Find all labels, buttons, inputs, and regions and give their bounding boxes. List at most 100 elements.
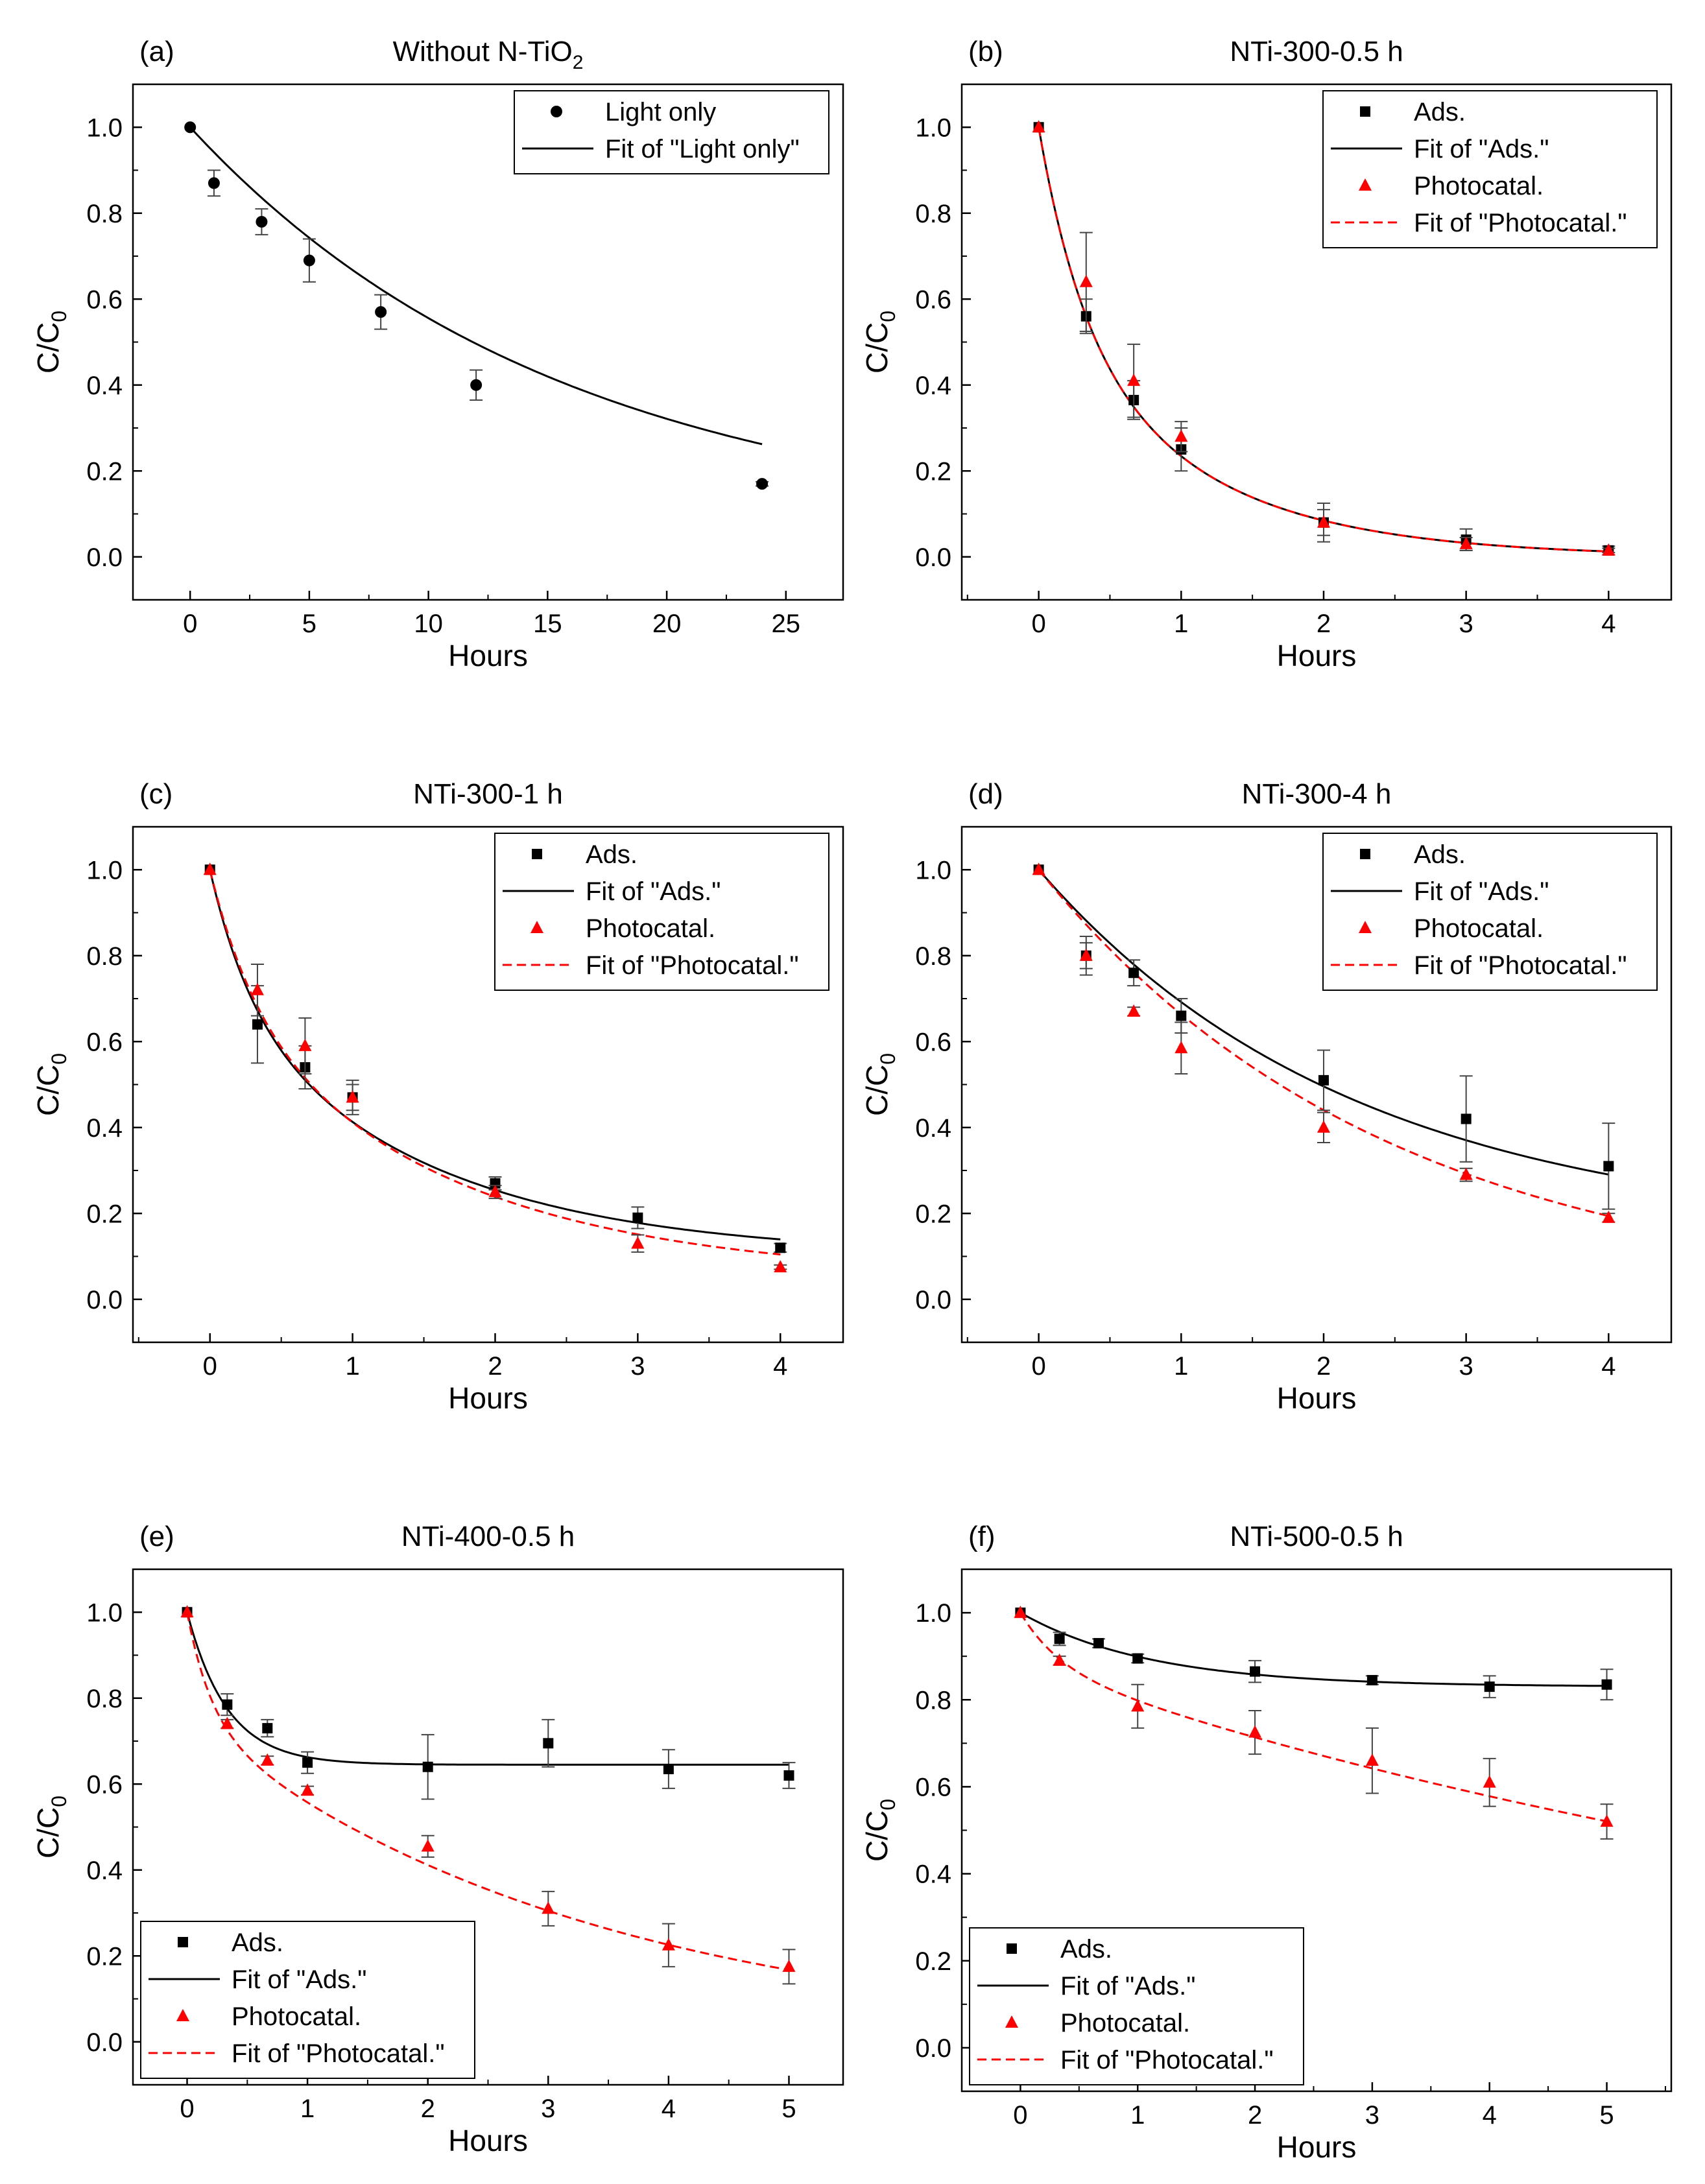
panel-label: (a) xyxy=(139,36,174,67)
fit-line xyxy=(189,126,763,445)
data-point xyxy=(1603,1161,1614,1172)
legend: Ads. Fit of "Ads." Photocatal. Fit of "Phot… xyxy=(969,1927,1304,2085)
y-axis-label: C/C0 xyxy=(31,1796,71,1858)
x-tick-label: 2 xyxy=(1317,610,1331,638)
series-layer xyxy=(1032,862,1616,1223)
legend-label: Photocatal. xyxy=(1414,172,1544,200)
data-point xyxy=(1127,374,1141,386)
x-axis-label: Hours xyxy=(1277,639,1357,672)
x-tick-label: 2 xyxy=(421,2095,435,2123)
legend-label: Fit of "Photocatal." xyxy=(1414,951,1627,980)
x-tick-label: 2 xyxy=(1248,2101,1262,2130)
data-point xyxy=(421,1839,435,1852)
data-point xyxy=(1365,1753,1379,1766)
x-tick-label: 5 xyxy=(1599,2101,1614,2130)
y-tick-label: 1.0 xyxy=(915,1599,951,1628)
x-tick-label: 0 xyxy=(1032,610,1046,638)
data-point xyxy=(1032,120,1045,133)
legend: Light only Fit of "Light only" xyxy=(514,90,829,174)
panel-label: (f) xyxy=(968,1521,996,1552)
x-tick-label: 0 xyxy=(183,610,197,638)
data-point xyxy=(1131,1699,1145,1712)
data-point xyxy=(1176,1010,1187,1021)
y-tick-label: 0.8 xyxy=(86,1685,123,1713)
legend-label: Photocatal. xyxy=(232,2002,361,2031)
legend-marker xyxy=(1005,2015,1018,2028)
x-tick-label: 5 xyxy=(781,2095,796,2123)
data-point xyxy=(346,1090,359,1103)
data-point xyxy=(221,1716,234,1729)
data-point xyxy=(375,306,387,318)
legend-marker xyxy=(1360,849,1370,859)
legend-box xyxy=(514,90,829,174)
data-point xyxy=(1317,1120,1330,1133)
legend: Ads. Fit of "Ads." Photocatal. Fit of "Phot… xyxy=(1322,833,1658,991)
legend-marker xyxy=(176,2009,189,2021)
data-point xyxy=(1014,1606,1027,1619)
legend-label: Ads. xyxy=(1414,840,1466,869)
data-point xyxy=(662,1938,675,1951)
x-axis-label: Hours xyxy=(1277,1381,1357,1415)
data-point xyxy=(180,1605,194,1618)
y-tick-label: 0.4 xyxy=(86,1114,123,1143)
legend-label: Fit of "Photocatal." xyxy=(586,951,799,980)
data-point xyxy=(631,1236,645,1249)
x-tick-label: 1 xyxy=(1174,610,1188,638)
chart-title: NTi-400-0.5 h xyxy=(401,1521,575,1552)
chart-panel-d: 0.0 0.2 0.4 0.6 0.8 1.0 0 1 2 3 4 Hours C/C0 (d) NTi-3… xyxy=(860,778,1673,1415)
data-point xyxy=(488,1185,502,1198)
y-tick-label: 0.6 xyxy=(915,1028,951,1056)
y-tick-label: 0.2 xyxy=(915,457,951,486)
y-tick-label: 0.4 xyxy=(915,1114,951,1143)
legend: Ads. Fit of "Ads." Photocatal. Fit of "Phot… xyxy=(140,1921,475,2079)
legend-label: Fit of "Ads." xyxy=(1060,1972,1195,2000)
panel-label: (b) xyxy=(968,36,1003,67)
y-tick-label: 0.8 xyxy=(915,1686,951,1715)
data-point xyxy=(1079,274,1093,287)
panel-label: (c) xyxy=(139,778,173,810)
x-axis-label: Hours xyxy=(448,2124,528,2157)
y-tick-label: 0.6 xyxy=(86,285,123,314)
y-tick-label: 0.8 xyxy=(86,200,123,228)
y-tick-label: 0.8 xyxy=(86,942,123,971)
y-tick-label: 0.0 xyxy=(86,2028,123,2057)
data-point xyxy=(1461,1113,1472,1124)
y-tick-label: 0.8 xyxy=(915,200,951,228)
data-point xyxy=(1317,515,1330,528)
data-point xyxy=(782,1959,796,1972)
x-tick-label: 2 xyxy=(1317,1352,1331,1381)
y-tick-label: 0.2 xyxy=(86,457,123,486)
x-tick-label: 4 xyxy=(1601,610,1616,638)
data-point xyxy=(774,1260,787,1273)
data-point xyxy=(542,1901,555,1914)
legend-label: Photocatal. xyxy=(586,914,715,943)
y-axis-label: C/C0 xyxy=(31,1053,71,1116)
legend-label: Fit of "Photocatal." xyxy=(1414,209,1627,237)
legend-label: Ads. xyxy=(232,1929,283,1957)
data-point xyxy=(1250,1666,1261,1677)
series-layer xyxy=(203,862,787,1273)
chart-panel-f: 0.0 0.2 0.4 0.6 0.8 1.0 0 1 2 3 4 5 Hours C/C0 (f) NTi-… xyxy=(860,1521,1673,2164)
legend-marker xyxy=(532,849,542,859)
legend-label: Light only xyxy=(605,98,716,126)
data-point xyxy=(422,1761,433,1772)
y-tick-label: 0.6 xyxy=(915,285,951,314)
chart-panel-b: 0.0 0.2 0.4 0.6 0.8 1.0 0 1 2 3 4 Hours C/C0 (b) NTi-3… xyxy=(860,36,1673,672)
x-tick-label: 0 xyxy=(203,1352,217,1381)
x-tick-label: 10 xyxy=(414,610,443,638)
legend: Ads. Fit of "Ads." Photocatal. Fit of "Phot… xyxy=(494,833,829,991)
y-tick-label: 0.2 xyxy=(86,1942,123,1971)
x-tick-label: 3 xyxy=(630,1352,645,1381)
x-tick-label: 25 xyxy=(772,610,801,638)
x-tick-label: 1 xyxy=(1130,2101,1145,2130)
y-axis-label: C/C0 xyxy=(860,1053,900,1116)
data-point xyxy=(1483,1775,1496,1788)
data-point xyxy=(1053,1653,1066,1666)
data-point xyxy=(1248,1725,1262,1738)
fit-line xyxy=(186,1612,789,1971)
x-tick-label: 3 xyxy=(541,2095,555,2123)
y-tick-label: 0.8 xyxy=(915,942,951,971)
data-point xyxy=(1366,1675,1377,1686)
x-tick-label: 3 xyxy=(1459,610,1473,638)
